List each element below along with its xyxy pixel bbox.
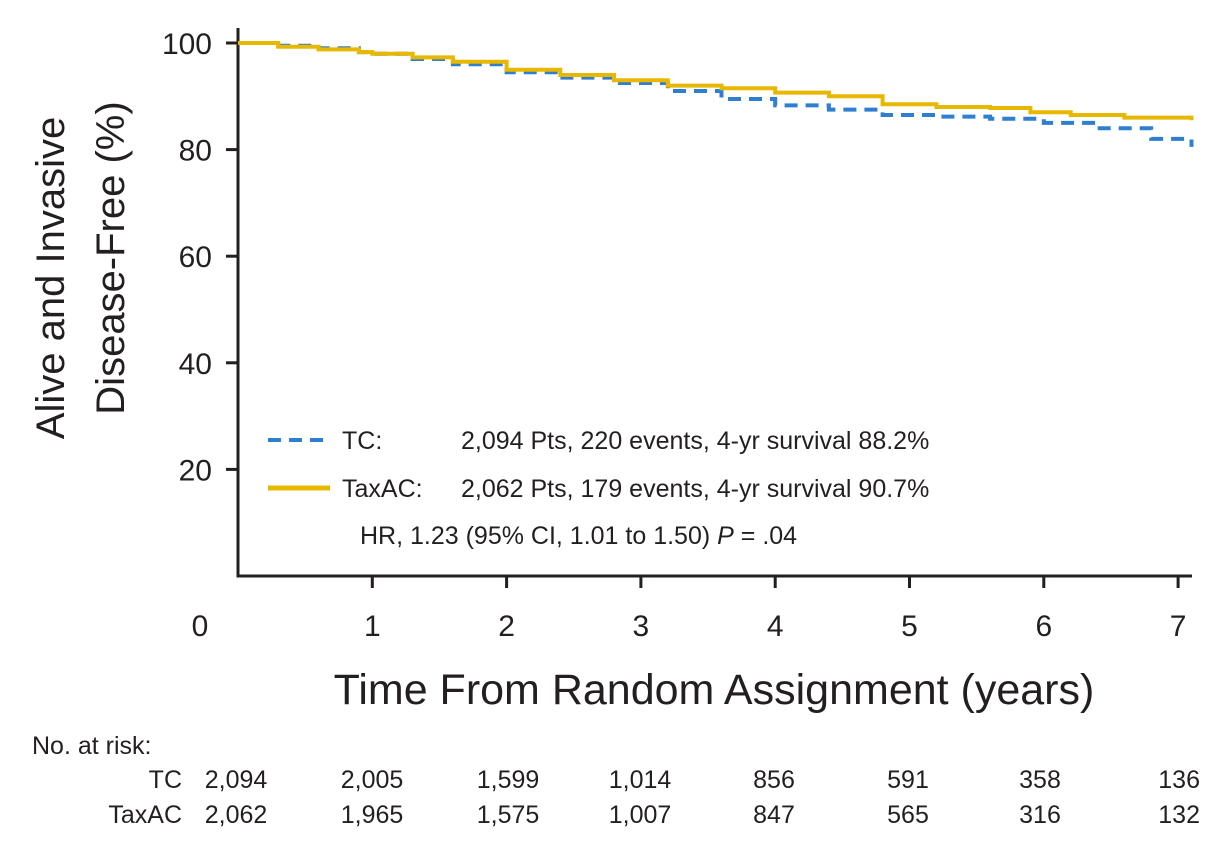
risk-value: 856: [753, 766, 795, 794]
x-tick-label: 4: [767, 610, 784, 643]
risk-value: 136: [1158, 766, 1200, 794]
y-tick-label: 40: [179, 348, 212, 381]
x-ticks: 0 1 2 3 4 5 6 7: [192, 576, 1187, 643]
x-tick-label: 6: [1035, 610, 1052, 643]
legend: TC: 2,094 Pts, 220 events, 4-yr survival…: [268, 427, 929, 550]
x-tick-label: 0: [192, 610, 209, 643]
risk-value: 1,014: [609, 766, 672, 794]
risk-value: 1,599: [477, 766, 540, 794]
y-tick-label: 60: [179, 241, 212, 274]
risk-value: 2,062: [205, 801, 268, 829]
risk-value: 2,005: [341, 766, 404, 794]
risk-value: 1,575: [477, 801, 540, 829]
risk-value: 316: [1019, 801, 1061, 829]
y-axis-title-line1: Alive and Invasive: [29, 117, 73, 439]
risk-value: 591: [887, 766, 929, 794]
legend-label-tc: TC:: [342, 427, 382, 455]
y-axis-title-line2: Disease-Free (%): [89, 101, 133, 414]
x-tick-label: 7: [1170, 610, 1187, 643]
x-tick-label: 5: [901, 610, 918, 643]
risk-value: 358: [1019, 766, 1061, 794]
y-tick-label: 80: [179, 135, 212, 168]
x-tick-label: 1: [364, 610, 381, 643]
x-axis-title: Time From Random Assignment (years): [334, 666, 1095, 714]
risk-value: 2,094: [205, 766, 268, 794]
y-tick-label: 100: [162, 28, 212, 61]
legend-detail-taxac: 2,062 Pts, 179 events, 4-yr survival 90.…: [461, 475, 929, 503]
series-line-taxac: [238, 41, 1194, 121]
hr-annotation: HR, 1.23 (95% CI, 1.01 to 1.50) P = .04: [360, 522, 797, 550]
p-value: = .04: [734, 522, 797, 550]
risk-row-label: TC: [149, 766, 182, 794]
risk-value: 1,007: [609, 801, 672, 829]
hr-text: HR, 1.23 (95% CI, 1.01 to 1.50): [360, 522, 717, 550]
risk-value: 565: [887, 801, 929, 829]
y-tick-label: 20: [179, 454, 212, 487]
legend-label-taxac: TaxAC:: [342, 475, 423, 503]
y-ticks: 20 40 60 80 100: [162, 28, 238, 487]
series-line-tc: [238, 41, 1194, 147]
series-layer: [238, 41, 1194, 147]
x-tick-label: 3: [633, 610, 650, 643]
risk-table-header: No. at risk:: [32, 732, 151, 760]
risk-value: 1,965: [341, 801, 404, 829]
legend-detail-tc: 2,094 Pts, 220 events, 4-yr survival 88.…: [461, 427, 929, 455]
p-label: P: [717, 522, 734, 550]
x-tick-label: 2: [498, 610, 515, 643]
risk-value: 132: [1158, 801, 1200, 829]
risk-value: 847: [753, 801, 795, 829]
risk-table: No. at risk: TC 2,094 2,005 1,599 1,014 856 59…: [32, 732, 1200, 829]
risk-row-label: TaxAC: [108, 801, 182, 829]
